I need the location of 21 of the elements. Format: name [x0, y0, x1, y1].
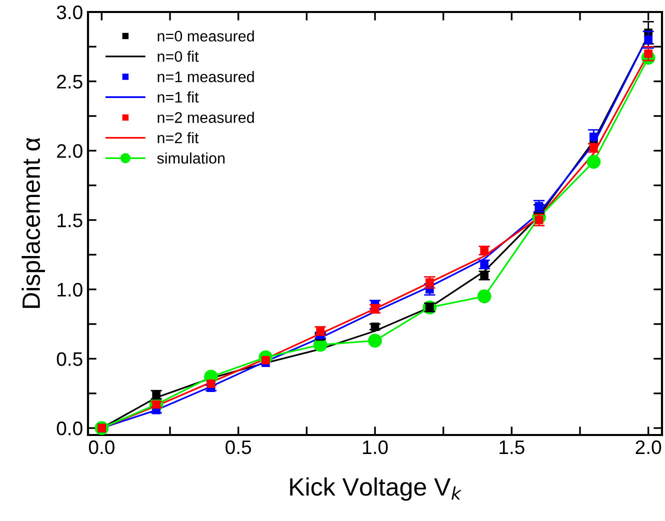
legend-label: n=2 measured [158, 112, 254, 123]
y-tick-label: 0.0 [56, 422, 82, 436]
x-tick-label: 1.5 [500, 440, 524, 454]
y-tick-label: 3.0 [56, 5, 82, 20]
y-tick-label: 2.0 [57, 144, 82, 158]
y-tick-label: 1.5 [58, 214, 82, 228]
y-tick-label: 1.0 [58, 282, 82, 297]
y-tick-label: 0.5 [56, 352, 82, 366]
x-tick-label: 0.5 [226, 440, 252, 454]
x-tick-label: 0.0 [88, 440, 114, 454]
x-tick-label: 1.0 [362, 440, 388, 454]
legend-label: n=0 measured [158, 30, 254, 42]
legend-label: simulation [157, 152, 225, 164]
x-axis-title: Kick Voltage V$_{k}$ [290, 477, 462, 501]
legend-label: n=2 fit [158, 132, 199, 144]
legend-label: n=0 fit [158, 50, 199, 62]
legend-label: n=1 fit [158, 91, 199, 103]
y-tick-label: 2.5 [57, 74, 82, 89]
legend-label: n=1 measured [158, 71, 254, 82]
x-tick-label: 2.0 [636, 440, 662, 454]
y-axis-title: Displacement α [22, 138, 45, 308]
